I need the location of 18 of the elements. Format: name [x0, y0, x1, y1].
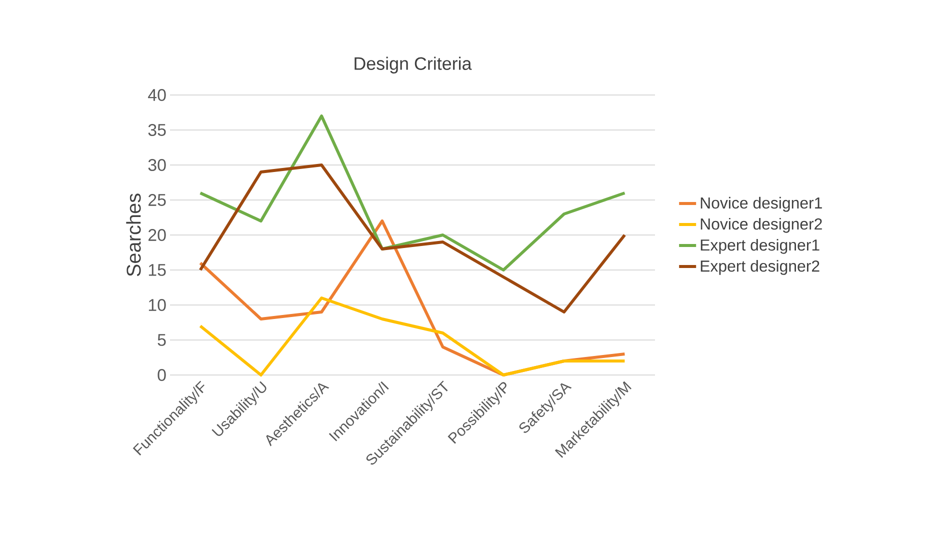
line-series: [198, 114, 626, 272]
y-tick-label: 35: [148, 124, 166, 136]
y-tick-label: 15: [148, 264, 166, 276]
y-tick-label: 25: [148, 194, 166, 206]
legend-label: Novice designer1: [700, 196, 822, 212]
y-axis-title: Searches: [126, 194, 141, 276]
y-tick-label: 5: [158, 334, 166, 346]
y-tick-label: 30: [148, 159, 166, 171]
chart-title: Design Criteria: [354, 56, 472, 74]
legend-label: Expert designer2: [700, 260, 820, 275]
y-tick-label: 40: [148, 89, 166, 101]
y-tick-label: 0: [158, 369, 166, 381]
line-series: [198, 164, 626, 314]
y-tick-label: 10: [148, 299, 166, 311]
legend-label: Novice designer2: [700, 218, 822, 233]
line-series: [198, 296, 626, 376]
legend-label: Expert designer1: [700, 238, 820, 254]
y-tick-label: 20: [148, 229, 166, 241]
